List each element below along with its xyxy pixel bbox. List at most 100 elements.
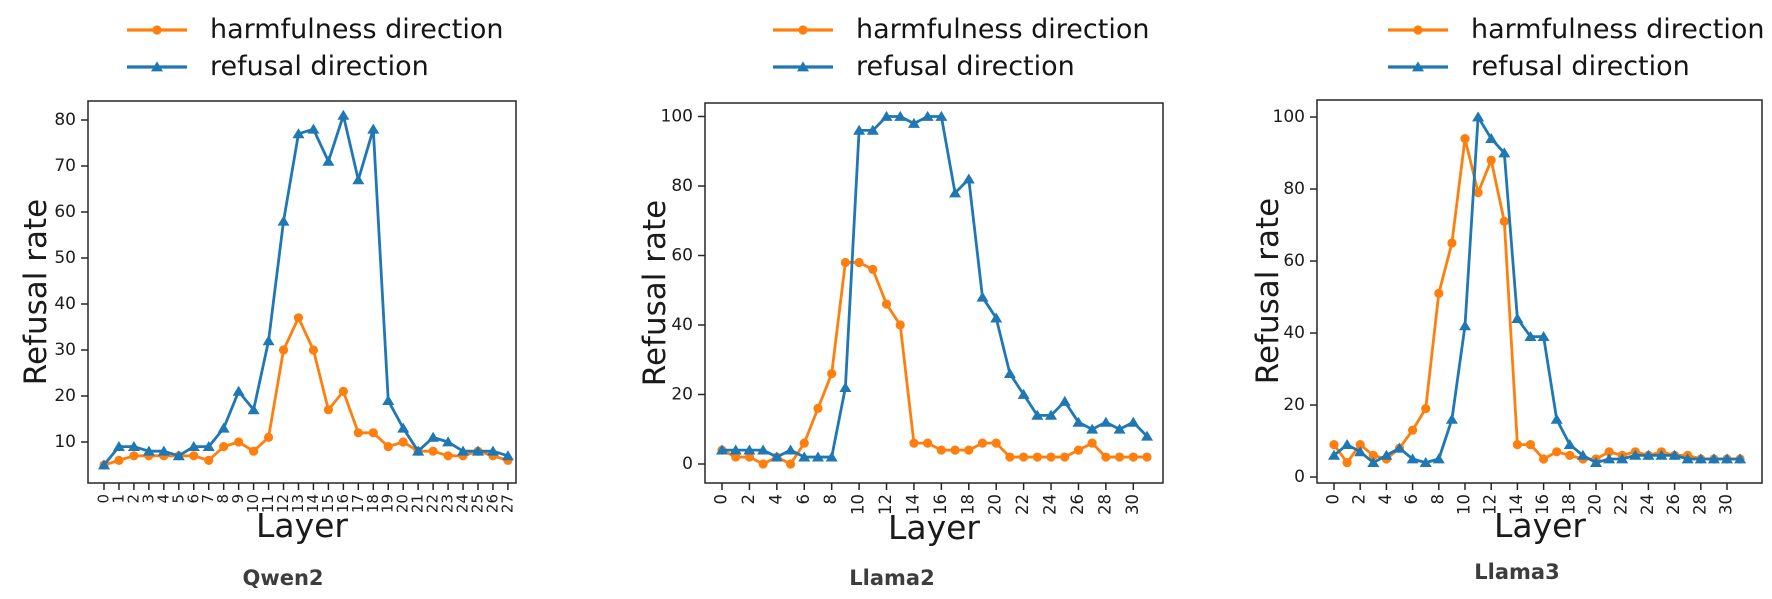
legend-label: harmfulness direction [210,14,504,45]
svg-text:2: 2 [739,494,758,505]
legend-line-triangle-marker-icon [773,60,833,71]
legend-label: refusal direction [1471,51,1690,82]
svg-text:21: 21 [409,494,427,513]
svg-text:12: 12 [1481,494,1500,515]
svg-text:20: 20 [394,494,412,513]
svg-text:19: 19 [379,494,397,513]
svg-text:24: 24 [454,494,472,513]
svg-text:16: 16 [1533,494,1552,515]
y-axis-label: Refusal rate [637,199,673,387]
svg-text:8: 8 [214,494,232,504]
svg-text:10: 10 [244,494,262,513]
svg-text:4: 4 [1376,494,1395,505]
svg-text:14: 14 [304,494,322,513]
svg-text:80: 80 [1283,179,1305,199]
x-axis-label: Layer [255,506,348,545]
svg-text:30: 30 [1123,494,1142,515]
svg-text:24: 24 [1041,494,1060,515]
legend-label: harmfulness direction [1471,14,1765,45]
svg-text:30: 30 [1717,494,1736,515]
svg-text:0: 0 [682,454,693,474]
svg-text:9: 9 [229,494,247,504]
legend-item-harmfulness-direction: harmfulness direction [1387,11,1764,48]
svg-text:0: 0 [712,494,731,505]
svg-text:0: 0 [1294,467,1305,487]
chart-title-qwen2: Qwen2 [242,566,324,590]
svg-text:100: 100 [1273,107,1305,127]
legend-line-triangle-marker-icon [1388,60,1448,71]
svg-text:40: 40 [54,294,76,314]
legend: harmfulness direction refusal direction [126,11,503,85]
svg-text:13: 13 [289,494,307,513]
svg-text:30: 30 [54,340,76,360]
svg-text:0: 0 [1324,494,1343,505]
legend-line-circle-marker-icon [773,24,833,35]
svg-text:26: 26 [1664,494,1683,515]
legend-line-circle-marker-icon [1388,24,1448,35]
svg-text:26: 26 [1068,494,1087,515]
svg-text:28: 28 [1095,494,1114,515]
svg-text:14: 14 [1507,494,1526,515]
svg-text:1: 1 [109,494,127,504]
svg-text:25: 25 [469,494,487,513]
svg-text:22: 22 [424,494,442,513]
svg-text:80: 80 [671,176,693,196]
svg-text:6: 6 [794,494,813,505]
svg-text:50: 50 [54,248,76,268]
svg-text:5: 5 [169,494,187,504]
legend-line-triangle-marker-icon [127,60,187,71]
svg-text:22: 22 [1013,494,1032,515]
legend-item-refusal-direction: refusal direction [772,48,1149,85]
svg-text:27: 27 [498,494,516,513]
svg-text:4: 4 [766,494,785,505]
chart-title-llama2: Llama2 [849,566,935,590]
svg-text:18: 18 [958,494,977,515]
svg-text:4: 4 [154,494,172,504]
y-axis-label: Refusal rate [18,198,54,386]
svg-text:40: 40 [671,315,693,335]
svg-text:2: 2 [1350,494,1369,505]
legend-line-circle-marker-icon [127,24,187,35]
svg-text:70: 70 [54,156,76,176]
y-axis-label: Refusal rate [1250,197,1286,385]
plot-area-qwen2: 1020304050607080012345678910111213141516… [54,100,517,513]
svg-text:8: 8 [1428,494,1447,505]
legend-label: refusal direction [210,51,429,82]
svg-text:18: 18 [364,494,382,513]
legend: harmfulness direction refusal direction [1387,11,1764,85]
svg-text:60: 60 [671,246,693,266]
svg-text:20: 20 [986,494,1005,515]
legend-item-harmfulness-direction: harmfulness direction [772,11,1149,48]
svg-text:2: 2 [124,494,142,504]
svg-text:16: 16 [334,494,352,513]
svg-text:3: 3 [139,494,157,504]
svg-text:60: 60 [54,202,76,222]
svg-text:10: 10 [1455,494,1474,515]
legend-item-refusal-direction: refusal direction [126,48,503,85]
svg-text:12: 12 [876,494,895,515]
svg-text:11: 11 [259,494,277,513]
svg-text:10: 10 [849,494,868,515]
svg-text:100: 100 [661,107,693,127]
svg-text:8: 8 [821,494,840,505]
legend-label: refusal direction [856,51,1075,82]
svg-text:10: 10 [54,432,76,452]
svg-text:20: 20 [54,386,76,406]
svg-text:6: 6 [1402,494,1421,505]
svg-text:20: 20 [1283,395,1305,415]
legend-item-harmfulness-direction: harmfulness direction [126,11,503,48]
x-axis-label: Layer [1493,506,1586,545]
svg-text:12: 12 [274,494,292,513]
svg-text:24: 24 [1638,494,1657,515]
svg-text:15: 15 [319,494,337,513]
x-axis-label: Layer [887,508,980,547]
svg-text:18: 18 [1559,494,1578,515]
svg-text:22: 22 [1612,494,1631,515]
svg-text:14: 14 [903,494,922,515]
svg-text:6: 6 [184,494,202,504]
